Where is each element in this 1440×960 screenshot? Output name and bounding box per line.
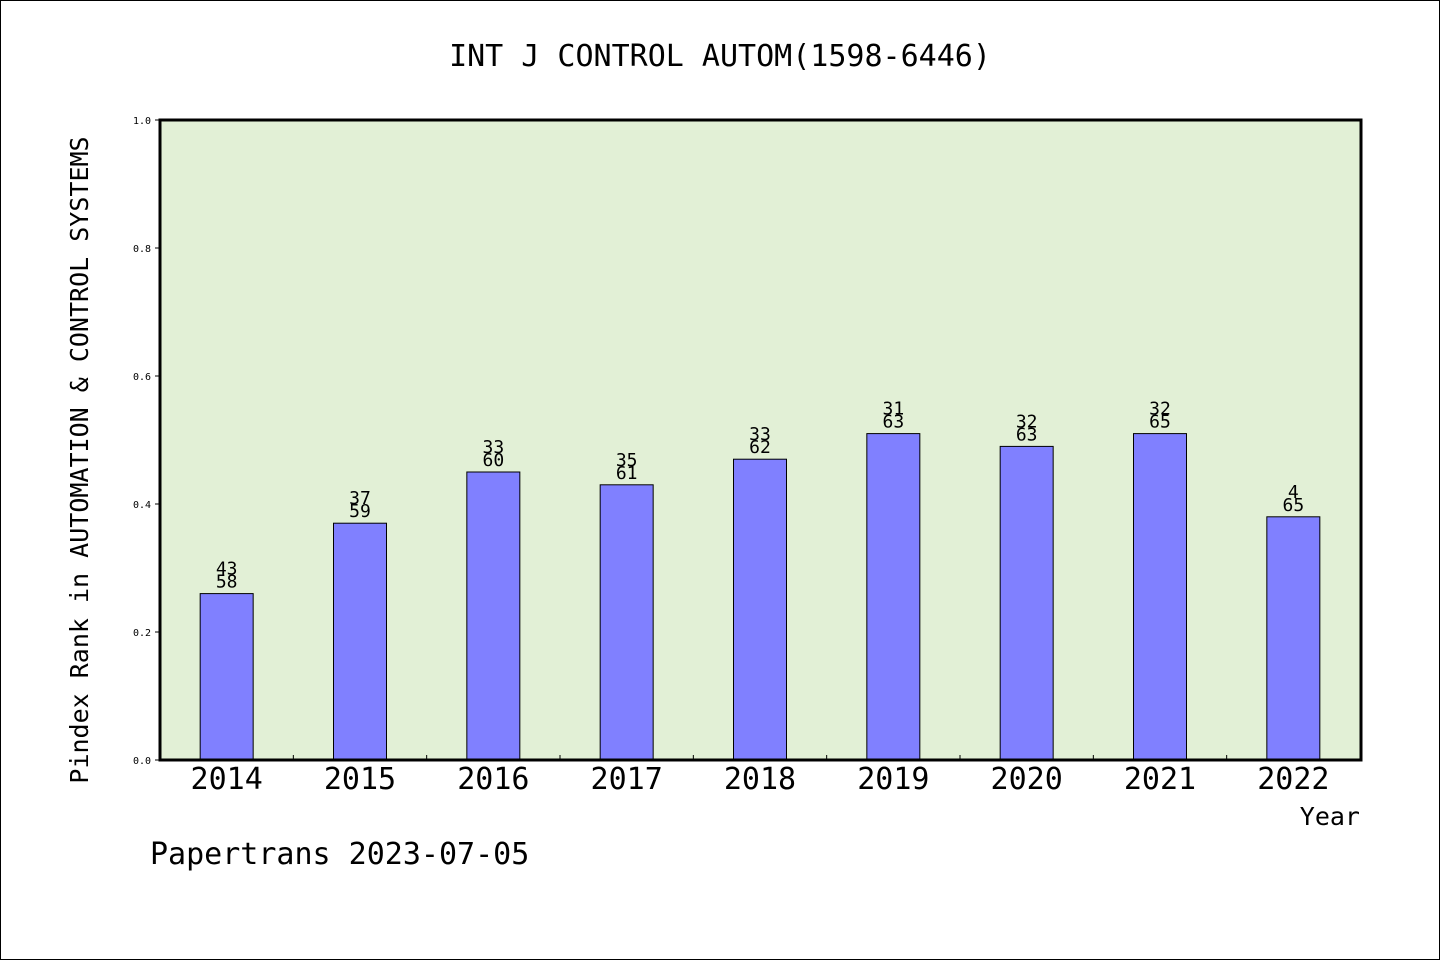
bar-label-top-2015: 37 [349,488,371,509]
bar-label-top-2017: 35 [616,450,638,471]
x-tick-label-2017: 2017 [591,762,663,797]
bar-2016 [466,471,521,761]
bar-2019 [866,433,921,761]
bar-2018 [733,458,787,761]
bar-label-top-2016: 33 [482,437,504,458]
x-ticks-group: 2014 2015 2016 2017 2018 2019 2020 2021 2022 [191,755,1329,797]
y-tick-label-0.0: 0.0 [133,756,151,767]
bar-2017 [599,484,654,761]
y-tick-label-0.4: 0.4 [133,500,151,511]
bar-2022 [1266,516,1321,761]
bar-label-top-2018: 33 [749,424,771,445]
y-tick-label-0.8: 0.8 [133,244,151,255]
bar-label-bottom-2014: 58 [216,572,238,593]
plot-border [158,118,1363,762]
x-tick-label-2021: 2021 [1124,762,1196,797]
bar-label-bottom-2018: 62 [749,437,771,458]
y-ticks-group: 0.0 0.2 0.4 0.6 0.8 1.0 [133,116,160,767]
bar-label-bottom-2015: 59 [349,501,371,522]
bar-2021 [1133,433,1187,761]
bar-label-top-2020: 32 [1016,411,1038,432]
bar-label-bottom-2019: 63 [882,412,904,433]
bar-label-bottom-2017: 61 [616,463,638,484]
footer-credit: Papertrans 2023-07-05 [150,837,529,872]
bar-label-bottom-2021: 65 [1149,412,1171,433]
bar-label-top-2019: 31 [882,399,904,420]
x-tick-label-2020: 2020 [991,762,1063,797]
bar-label-top-2014: 43 [216,559,238,580]
y-axis-label: Pindex Rank in AUTOMATION & CONTROL SYST… [65,136,94,783]
x-tick-label-2016: 2016 [457,762,529,797]
y-tick-label-0.2: 0.2 [133,628,151,639]
bar-label-bottom-2020: 63 [1016,424,1038,445]
bar-2020 [999,445,1054,761]
bar-label-bottom-2016: 60 [482,450,504,471]
y-tick-label-1.0: 1.0 [133,116,151,127]
bar-label-bottom-2022: 65 [1282,495,1304,516]
bar-2015 [333,522,387,761]
x-tick-label-2019: 2019 [857,762,929,797]
x-tick-label-2015: 2015 [324,762,396,797]
x-tick-label-2014: 2014 [191,762,263,797]
chart-title: INT J CONTROL AUTOM(1598-6446) [449,39,991,74]
y-tick-label-0.6: 0.6 [133,372,151,383]
x-axis-label: Year [1300,802,1360,831]
x-tick-label-2018: 2018 [724,762,796,797]
bar-label-top-2021: 32 [1149,399,1171,420]
x-tick-label-2022: 2022 [1257,762,1329,797]
bar-2014 [199,593,254,761]
bar-label-top-2022: 4 [1288,482,1299,503]
